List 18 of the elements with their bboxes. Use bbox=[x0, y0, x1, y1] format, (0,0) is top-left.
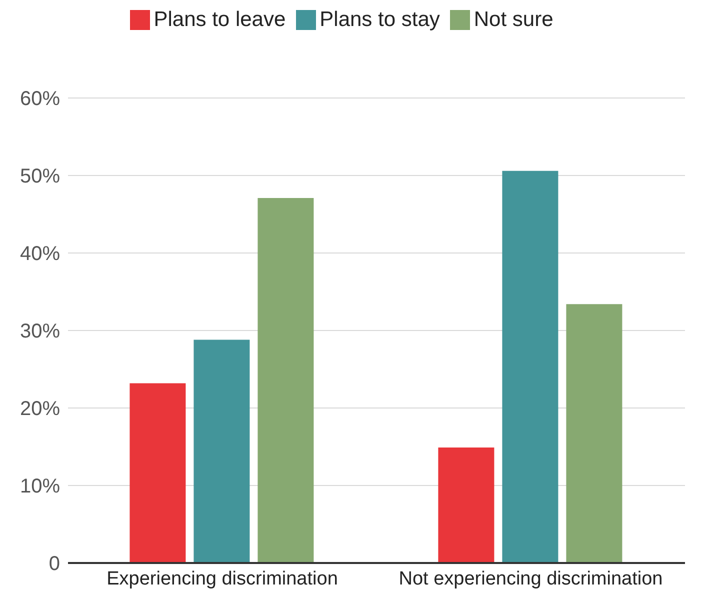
y-tick-label: 30% bbox=[20, 320, 60, 343]
legend-label: Plans to leave bbox=[154, 8, 286, 31]
legend-label: Plans to stay bbox=[320, 8, 440, 31]
legend-label: Not sure bbox=[474, 8, 554, 31]
y-tick-label: 0 bbox=[48, 553, 60, 576]
bar bbox=[438, 448, 494, 563]
bar bbox=[194, 340, 250, 563]
y-tick-label: 40% bbox=[20, 243, 60, 266]
bar bbox=[130, 383, 186, 563]
bar bbox=[502, 170, 558, 563]
y-tick-label: 10% bbox=[20, 476, 60, 498]
bar bbox=[566, 304, 622, 563]
x-tick-label: Not experiencing discrimination bbox=[398, 568, 663, 590]
bar bbox=[258, 198, 314, 563]
y-tick-label: 60% bbox=[20, 88, 60, 110]
y-tick-label: 20% bbox=[20, 398, 60, 420]
x-tick-label: Experiencing discrimination bbox=[106, 568, 338, 590]
y-tick-label: 50% bbox=[20, 166, 60, 188]
